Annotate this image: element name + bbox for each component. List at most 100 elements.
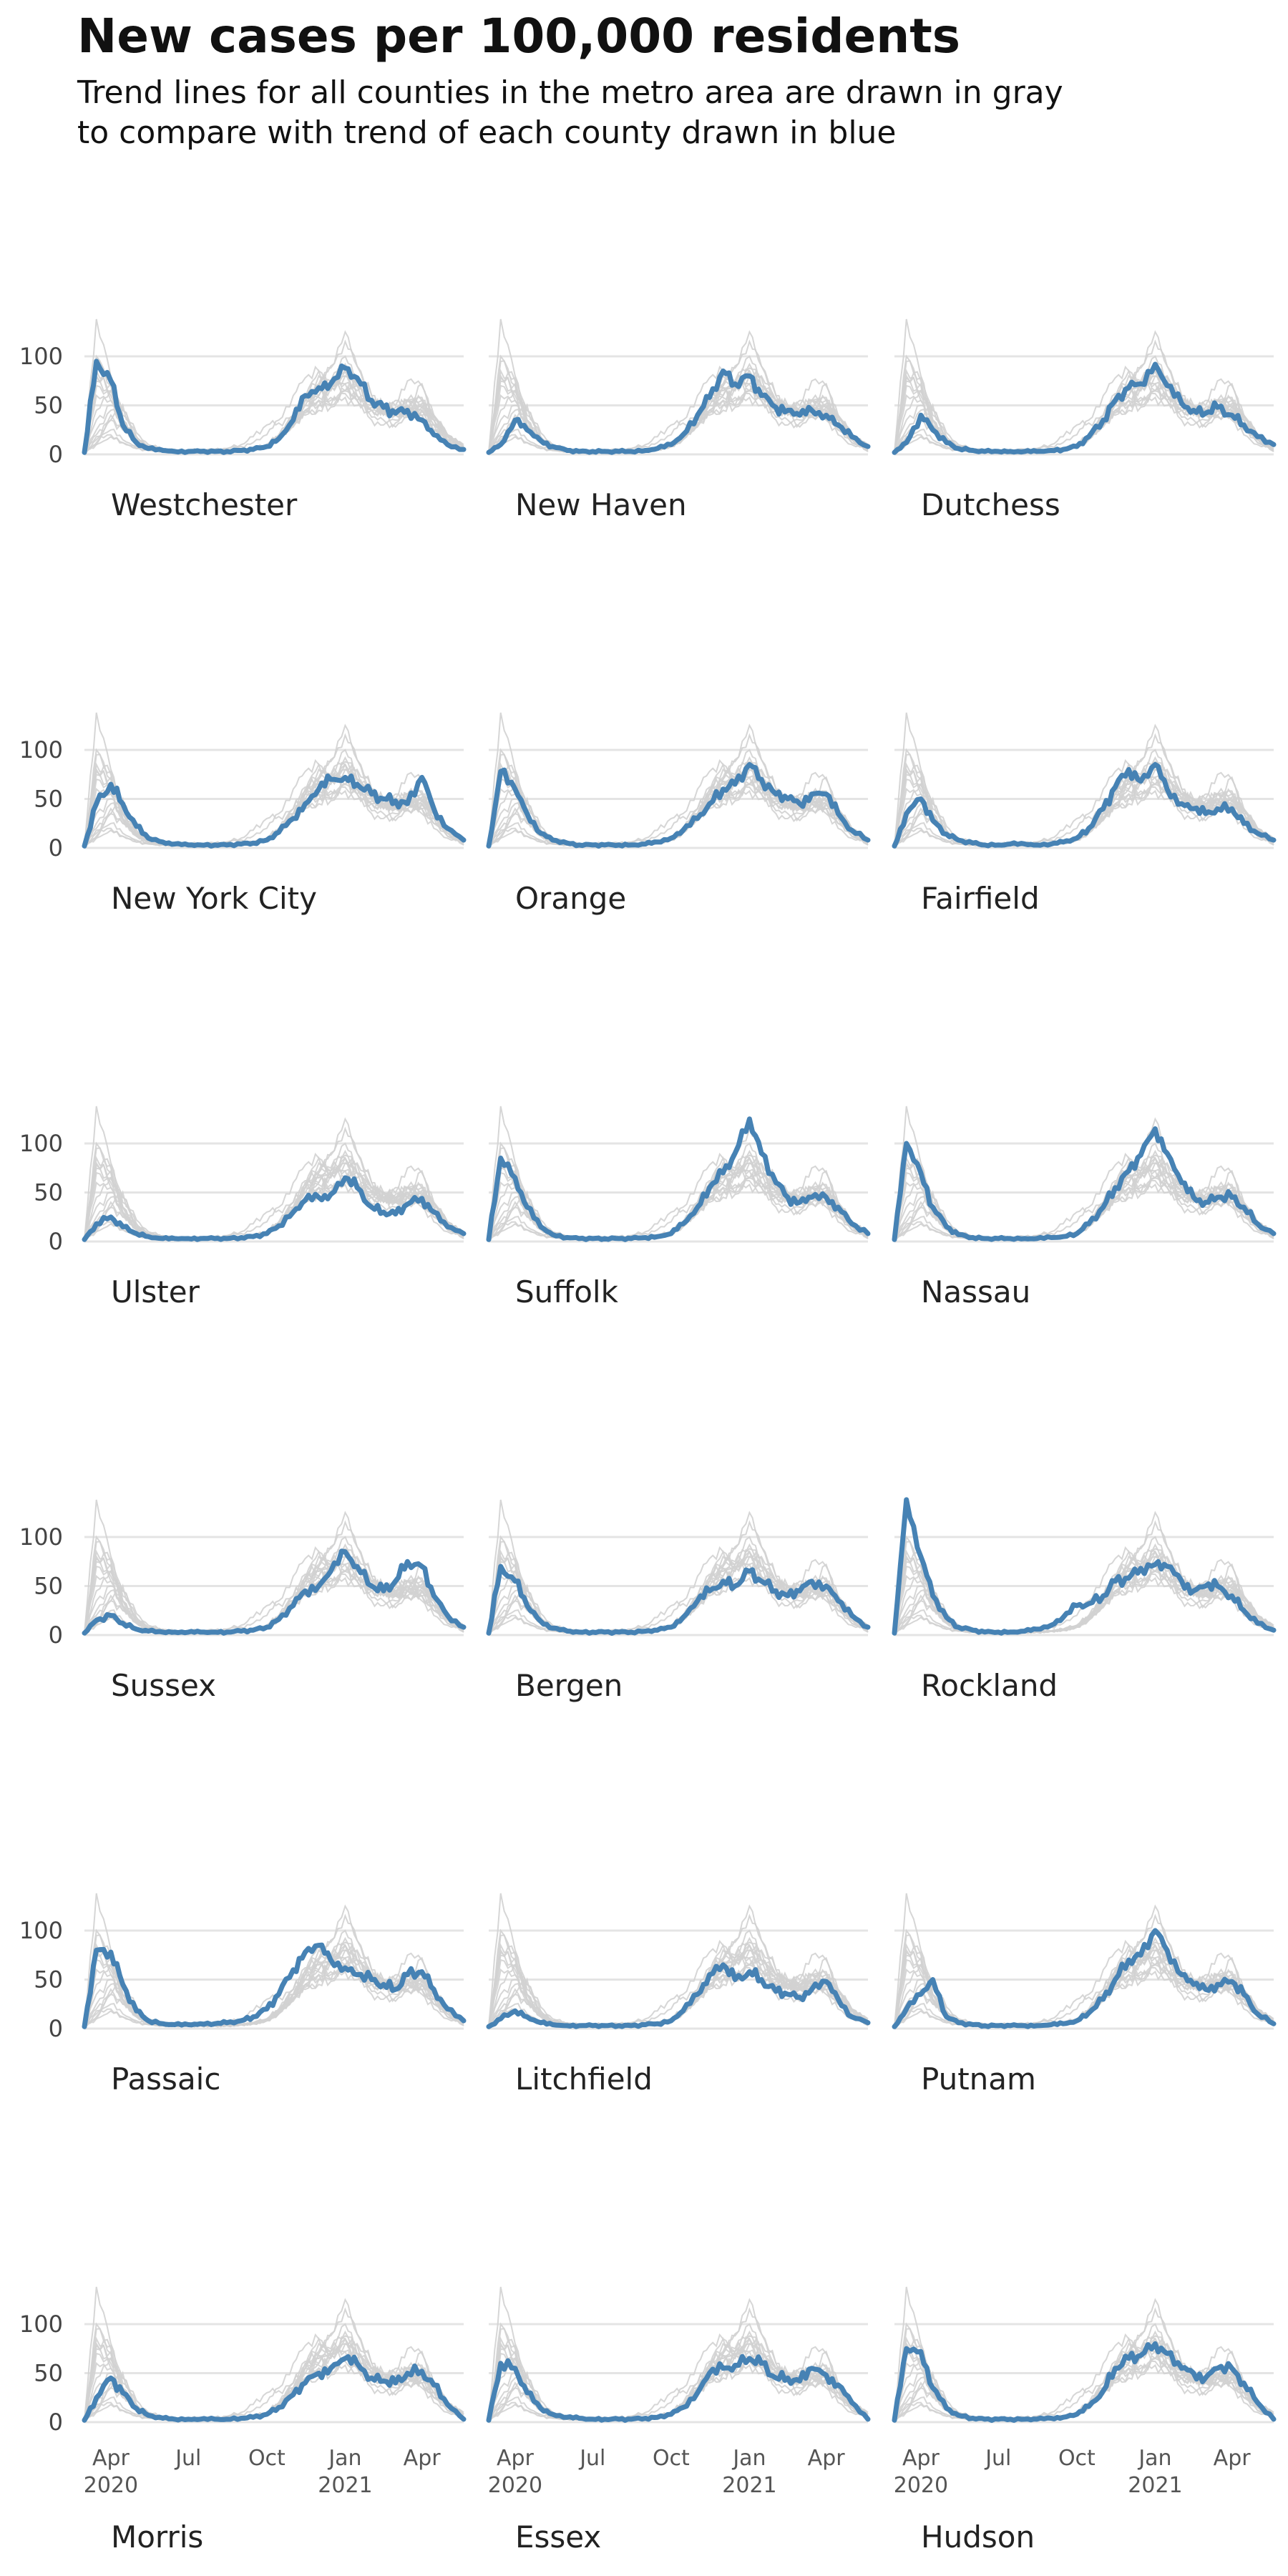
x-tick-label: Apr bbox=[497, 2446, 535, 2471]
comparison-line-nassau bbox=[488, 733, 869, 847]
county-line-hudson bbox=[892, 2341, 1277, 2423]
y-tick-label-50: 50 bbox=[34, 2360, 63, 2387]
comparison-line-nassau bbox=[84, 1126, 464, 1240]
x-tick-year-label: 2021 bbox=[722, 2473, 776, 2498]
y-tick-label-0: 0 bbox=[49, 2409, 63, 2436]
county-line-suffolk bbox=[486, 1116, 871, 1242]
x-tick-label: Oct bbox=[653, 2446, 690, 2471]
y-tick-label-50: 50 bbox=[34, 1966, 63, 1994]
comparison-line-nassau bbox=[488, 2307, 869, 2421]
comparison-line-rockland bbox=[488, 1893, 869, 2027]
comparison-line-suffolk bbox=[894, 723, 1274, 847]
county-name-litchfield: Litchfield bbox=[515, 2062, 653, 2097]
county-line-dutchess bbox=[892, 361, 1277, 455]
y-tick-label-100: 100 bbox=[19, 1523, 63, 1551]
comparison-line-rockland bbox=[488, 318, 869, 453]
y-tick-label-0: 0 bbox=[49, 1228, 63, 1255]
y-tick-label-100: 100 bbox=[19, 736, 63, 763]
x-tick-label: Jul bbox=[984, 2446, 1011, 2471]
comparison-line-rockland bbox=[84, 318, 464, 453]
x-tick-label: Oct bbox=[1058, 2446, 1096, 2471]
comparison-line-nassau bbox=[488, 1520, 869, 1634]
y-tick-label-0: 0 bbox=[49, 834, 63, 862]
x-tick-label: Jul bbox=[174, 2446, 201, 2471]
comparison-line-nassau bbox=[894, 1520, 1274, 1634]
county-name-rockland: Rockland bbox=[921, 1668, 1058, 1703]
county-line-litchfield bbox=[486, 1962, 871, 2029]
comparison-line-nassau bbox=[84, 2307, 464, 2421]
x-tick-year-label: 2020 bbox=[894, 2473, 948, 2498]
county-line-ulster bbox=[82, 1175, 467, 1242]
county-name-nassau: Nassau bbox=[921, 1274, 1030, 1309]
county-line-putnam bbox=[892, 1928, 1277, 2029]
x-tick-label: Jan bbox=[731, 2446, 766, 2471]
y-tick-label-100: 100 bbox=[19, 343, 63, 370]
comparison-line-nassau bbox=[894, 2307, 1274, 2421]
x-tick-label: Apr bbox=[902, 2446, 940, 2471]
comparison-line-suffolk bbox=[488, 1511, 869, 1634]
x-tick-label: Jul bbox=[578, 2446, 605, 2471]
comparison-line-rockland bbox=[488, 2286, 869, 2421]
comparison-line-nassau bbox=[488, 1913, 869, 2027]
county-name-hudson: Hudson bbox=[921, 2519, 1035, 2555]
comparison-line-nassau bbox=[84, 339, 464, 453]
y-tick-label-50: 50 bbox=[34, 1179, 63, 1206]
county-line-nassau bbox=[892, 1126, 1277, 1242]
x-tick-year-label: 2021 bbox=[1128, 2473, 1182, 2498]
comparison-line-rockland bbox=[894, 1893, 1274, 2027]
comparison-line-suffolk bbox=[84, 1117, 464, 1241]
county-line-westchester bbox=[82, 358, 467, 455]
comparison-line-suffolk bbox=[488, 1904, 869, 2028]
county-name-orange: Orange bbox=[515, 881, 626, 916]
x-tick-label: Apr bbox=[92, 2446, 130, 2471]
comparison-line-suffolk bbox=[84, 1511, 464, 1634]
county-name-bergen: Bergen bbox=[515, 1668, 623, 1703]
county-name-new-york-city: New York City bbox=[111, 881, 317, 916]
comparison-line-suffolk bbox=[894, 1117, 1274, 1241]
comparison-line-nassau bbox=[894, 339, 1274, 453]
comparison-line-suffolk bbox=[894, 330, 1274, 454]
y-tick-label-0: 0 bbox=[49, 1621, 63, 1649]
county-name-essex: Essex bbox=[515, 2519, 601, 2555]
y-tick-label-100: 100 bbox=[19, 2311, 63, 2338]
x-tick-label: Apr bbox=[1214, 2446, 1252, 2471]
chart-subtitle: Trend lines for all counties in the metr… bbox=[77, 74, 1063, 151]
x-tick-label: Apr bbox=[808, 2446, 846, 2471]
comparison-line-rockland bbox=[488, 712, 869, 847]
comparison-line-rockland bbox=[894, 712, 1274, 847]
county-line-passaic bbox=[82, 1942, 467, 2029]
comparison-line-suffolk bbox=[84, 2298, 464, 2421]
comparison-line-suffolk bbox=[488, 723, 869, 847]
comparison-line-suffolk bbox=[894, 1511, 1274, 1634]
county-line-rockland bbox=[892, 1497, 1277, 1636]
comparison-line-rockland bbox=[894, 318, 1274, 453]
y-tick-label-50: 50 bbox=[34, 1573, 63, 1600]
comparison-line-rockland bbox=[894, 2286, 1274, 2421]
comparison-line-rockland bbox=[488, 1106, 869, 1240]
county-name-morris: Morris bbox=[111, 2519, 203, 2555]
x-tick-year-label: 2020 bbox=[488, 2473, 542, 2498]
county-name-westchester: Westchester bbox=[111, 487, 298, 522]
comparison-line-suffolk bbox=[894, 1904, 1274, 2028]
comparison-line-suffolk bbox=[488, 330, 869, 454]
comparison-line-rockland bbox=[84, 2286, 464, 2421]
comparison-line-nassau bbox=[488, 339, 869, 453]
county-line-morris bbox=[82, 2354, 467, 2423]
y-tick-label-0: 0 bbox=[49, 2015, 63, 2042]
comparison-line-suffolk bbox=[84, 1904, 464, 2028]
county-name-passaic: Passaic bbox=[111, 2062, 220, 2097]
x-tick-year-label: 2021 bbox=[318, 2473, 372, 2498]
x-tick-label: Apr bbox=[404, 2446, 441, 2471]
comparison-line-nassau bbox=[84, 1520, 464, 1634]
county-line-fairfield bbox=[892, 762, 1277, 849]
county-name-ulster: Ulster bbox=[111, 1274, 200, 1309]
chart-title: New cases per 100,000 residents bbox=[77, 9, 961, 64]
comparison-line-suffolk bbox=[488, 2298, 869, 2421]
x-tick-year-label: 2020 bbox=[84, 2473, 138, 2498]
comparison-line-rockland bbox=[894, 1106, 1274, 1240]
county-name-suffolk: Suffolk bbox=[515, 1274, 619, 1309]
y-tick-label-100: 100 bbox=[19, 1917, 63, 1944]
x-tick-label: Oct bbox=[248, 2446, 286, 2471]
comparison-line-rockland bbox=[488, 1499, 869, 1634]
